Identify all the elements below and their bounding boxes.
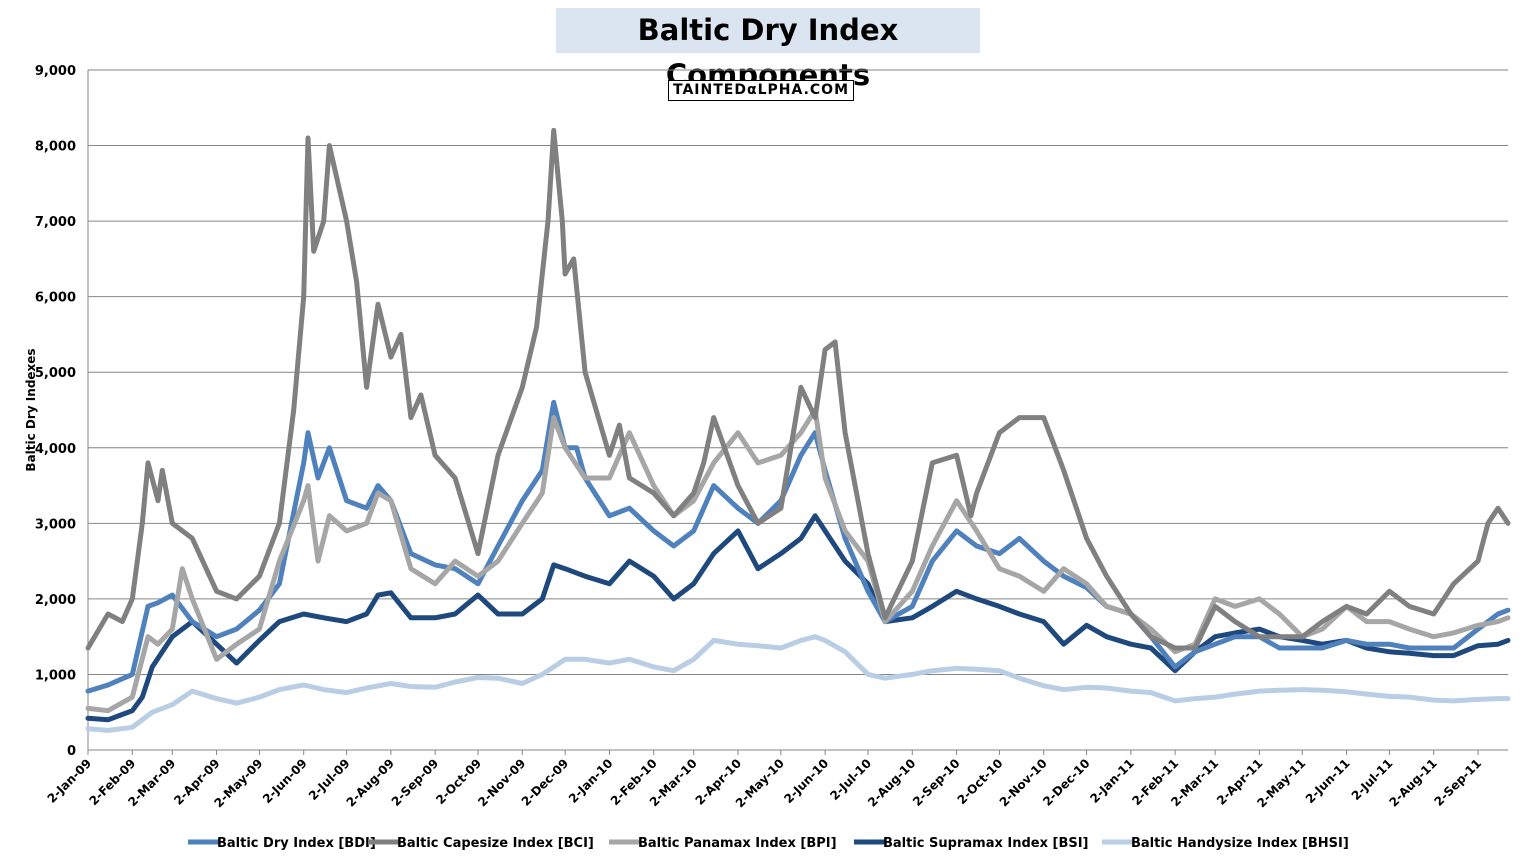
x-tick-label: 2-Jul-11 xyxy=(1349,756,1396,803)
y-tick-label: 1,000 xyxy=(35,668,76,683)
x-tick-label: 2-Dec-09 xyxy=(519,756,571,808)
x-tick-label: 2-Sep-11 xyxy=(1432,756,1485,809)
x-tick-label: 2-Sep-10 xyxy=(910,756,963,809)
x-tick-label: 2-Jun-09 xyxy=(260,756,310,806)
y-tick-label: 0 xyxy=(67,744,76,759)
series-line-0 xyxy=(85,399,1511,694)
y-tick-label: 3,000 xyxy=(35,517,76,532)
legend-label: Baltic Capesize Index [BCI] xyxy=(397,836,594,851)
x-tick-label: 2-Dec-10 xyxy=(1040,756,1092,808)
x-tick-label: 2-Aug-11 xyxy=(1386,756,1439,809)
y-tick-label: 8,000 xyxy=(35,140,76,155)
title-background xyxy=(556,8,980,53)
y-tick-label: 7,000 xyxy=(35,215,76,230)
x-tick-label: 2-Jul-10 xyxy=(827,756,874,803)
x-tick-label: 2-Aug-10 xyxy=(865,756,918,809)
x-tick-label: 2-Jul-09 xyxy=(306,756,353,803)
legend-label: Baltic Panamax Index [BPI] xyxy=(638,836,837,851)
y-tick-label: 9,000 xyxy=(35,64,76,79)
y-tick-label: 4,000 xyxy=(35,442,76,457)
y-tick-label: 2,000 xyxy=(35,593,76,608)
x-tick-label: 2-Sep-09 xyxy=(389,756,442,809)
x-tick-label: 2-Aug-09 xyxy=(344,756,397,809)
x-tick-label: 2-Jun-10 xyxy=(781,756,831,806)
series-line-4 xyxy=(85,634,1511,733)
watermark-logo: TAINTEDαLPHA.COM xyxy=(668,80,854,101)
y-tick-label: 6,000 xyxy=(35,291,76,306)
legend-label: Baltic Handysize Index [BHSI] xyxy=(1131,836,1349,851)
series-line-2 xyxy=(85,407,1511,714)
y-tick-label: 5,000 xyxy=(35,366,76,381)
legend-label: Baltic Supramax Index [BSI] xyxy=(883,836,1089,851)
series-line-3 xyxy=(85,513,1511,723)
x-tick-label: 2-Jun-11 xyxy=(1303,756,1353,806)
series-line-1 xyxy=(85,127,1511,651)
legend-label: Baltic Dry Index [BDI] xyxy=(217,836,376,851)
